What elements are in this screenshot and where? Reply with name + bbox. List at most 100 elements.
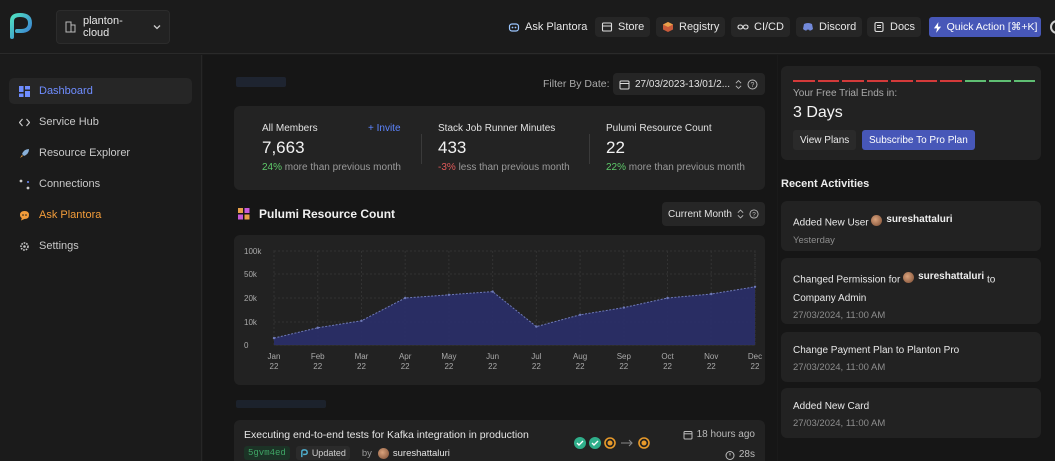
stat-value: 433: [438, 138, 467, 157]
x-tick-label: 22: [751, 362, 760, 371]
sidebar-item-connections[interactable]: Connections: [9, 171, 192, 197]
series-line: [273, 286, 756, 339]
x-tick-label: Sep: [617, 352, 632, 361]
nav-ask-plantora[interactable]: Ask Plantora: [502, 17, 593, 37]
stat-delta: 24% more than previous month: [262, 162, 401, 173]
nav-store[interactable]: Store: [595, 17, 651, 37]
nav-cicd[interactable]: CI/CD: [731, 17, 790, 37]
job-title: Executing end-to-end tests for Kafka int…: [244, 429, 529, 441]
quick-action-button[interactable]: Quick Action [⌘+K]: [929, 17, 1041, 37]
job-card[interactable]: Executing end-to-end tests for Kafka int…: [234, 420, 765, 461]
commit-hash[interactable]: 5gvm4ed: [244, 446, 290, 460]
data-point: [622, 306, 626, 309]
view-plans-button[interactable]: View Plans: [793, 130, 857, 150]
activity-item[interactable]: Added New User sureshattaluri Yesterday: [781, 201, 1041, 251]
main-content: Filter By Date: 27/03/2023-13/01/2... ? …: [203, 55, 777, 461]
x-tick-label: Mar: [355, 352, 369, 361]
sidebar-item-label: Settings: [39, 240, 79, 252]
data-point: [710, 292, 713, 296]
data-point: [491, 290, 494, 293]
nav-ask-plantora-label: Ask Plantora: [525, 21, 588, 33]
nodes-icon: [19, 179, 30, 189]
nav-docs[interactable]: Docs: [867, 17, 922, 37]
top-bar: planton-cloud Ask Plantora Store Registr…: [0, 0, 1055, 54]
x-tick-label: Apr: [399, 352, 412, 361]
y-tick-label: 20k: [244, 294, 258, 303]
nav-cicd-label: CI/CD: [754, 21, 784, 33]
sidebar-item-dashboard[interactable]: Dashboard: [9, 78, 192, 104]
rocket-icon: [20, 148, 29, 158]
activity-item[interactable]: Added New Card 27/03/2024, 11:00 AM: [781, 388, 1041, 438]
x-tick-label: Jan: [268, 352, 281, 361]
activity-text: Added New User sureshattaluri: [793, 214, 953, 229]
stat-all-members: All Members 7,663 24% more than previous…: [262, 123, 401, 173]
job-meta: 5gvm4ed Updated by sureshattaluri: [244, 446, 450, 460]
job-user[interactable]: sureshattaluri: [377, 447, 450, 459]
y-tick-label: 50k: [244, 270, 258, 279]
org-selector[interactable]: planton-cloud: [56, 10, 170, 44]
chart-title-text: Pulumi Resource Count: [259, 207, 396, 221]
x-tick-label: Dec: [748, 352, 762, 361]
updown-icon: [737, 209, 744, 219]
trial-label: Your Free Trial Ends in:: [793, 88, 898, 99]
stat-label: All Members: [262, 123, 318, 134]
code-icon: [19, 118, 30, 126]
nav-registry[interactable]: Registry: [656, 17, 726, 37]
right-panel: Your Free Trial Ends in: 3 Days View Pla…: [778, 55, 1055, 461]
discord-icon: [803, 23, 813, 31]
sidebar-item-settings[interactable]: Settings: [9, 233, 192, 259]
stat-label: Pulumi Resource Count: [606, 123, 712, 134]
sidebar-item-service-hub[interactable]: Service Hub: [9, 109, 192, 135]
store-icon: [601, 22, 613, 32]
period-select[interactable]: Current Month ?: [662, 202, 765, 226]
divider: [589, 134, 590, 164]
activity-item[interactable]: Change Payment Plan to Planton Pro 27/03…: [781, 332, 1041, 382]
data-point: [360, 319, 363, 322]
user-avatar[interactable]: [1050, 20, 1055, 34]
activity-item[interactable]: Changed Permission for sureshattaluri to…: [781, 258, 1041, 324]
stat-runner-minutes: Stack Job Runner Minutes 433 -3% less th…: [438, 123, 570, 173]
invite-link[interactable]: + Invite: [368, 123, 401, 134]
activity-time: 27/03/2024, 11:00 AM: [793, 362, 886, 373]
subscribe-button[interactable]: Subscribe To Pro Plan: [862, 130, 975, 150]
trial-bar-segment: [891, 80, 913, 82]
date-range-picker[interactable]: 27/03/2023-13/01/2... ?: [613, 73, 765, 95]
activity-time: 27/03/2024, 11:00 AM: [793, 418, 886, 429]
dashboard-icon: [19, 85, 30, 97]
pipeline-status[interactable]: [574, 437, 650, 449]
x-tick-label: 22: [270, 362, 279, 371]
gear-icon: [20, 241, 29, 251]
data-point: [447, 293, 451, 296]
nav-discord[interactable]: Discord: [796, 17, 863, 37]
x-tick-label: Jun: [486, 352, 499, 361]
stat-pulumi-count: Pulumi Resource Count 22 22% more than p…: [606, 123, 745, 173]
sidebar-item-resource-explorer[interactable]: Resource Explorer: [9, 140, 192, 166]
avatar: [871, 214, 883, 226]
resource-count-chart: 010k20k50k100kJan22Feb22Mar22Apr22May22J…: [244, 247, 762, 371]
infinity-icon: [737, 24, 749, 30]
trial-bar-segment: [915, 80, 937, 82]
help-icon: ?: [749, 209, 759, 219]
nav-discord-label: Discord: [819, 21, 857, 33]
sidebar-item-ask-plantora[interactable]: Ask Plantora: [9, 202, 192, 228]
planton-small-icon: [300, 448, 308, 457]
data-point: [753, 285, 757, 288]
x-tick-label: Oct: [661, 352, 674, 361]
cube-icon: [238, 208, 250, 220]
timer-icon: [725, 450, 735, 460]
x-tick-label: 22: [532, 362, 541, 371]
x-tick-label: 22: [357, 362, 366, 371]
by-label: by: [361, 447, 372, 459]
recent-activities-title: Recent Activities: [781, 178, 870, 190]
job-time: 18 hours ago: [683, 429, 755, 440]
stat-delta: -3% less than previous month: [438, 162, 570, 173]
robot-icon: [508, 23, 520, 32]
org-name: planton-cloud: [83, 15, 123, 39]
chart-card: 0 10k 20k 50k 100k Jan 22 Feb 22 Mar 22 Apr 22 May 22 J…: [234, 235, 765, 385]
calendar-icon: [619, 80, 630, 89]
building-icon: [65, 21, 76, 33]
chevron-down-icon: [153, 25, 161, 30]
planton-logo-icon[interactable]: [10, 13, 32, 39]
activity-text: Added New Card: [793, 401, 870, 412]
trial-bar-segment: [793, 80, 815, 82]
